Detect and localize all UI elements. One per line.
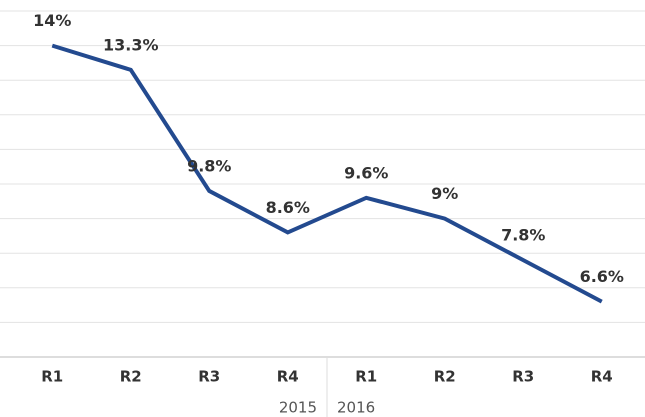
data-label: 9.8% [187,156,231,175]
data-label: 14% [33,11,71,30]
x-tick-label: R3 [512,368,534,386]
line [51,43,603,304]
x-tick-label: R2 [120,368,142,386]
data-label: 6.6% [580,267,624,286]
x-tick-label: R4 [277,368,299,386]
data-label: 9.6% [344,163,388,182]
x-tick-label: R3 [198,368,220,386]
group-label: 2016 [337,399,375,417]
x-tick-label: R1 [355,368,377,386]
group-label: 2015 [279,399,317,417]
data-label: 7.8% [501,226,545,245]
data-label: 13.3% [103,35,159,54]
x-tick-label: R1 [41,368,63,386]
x-tick-label: R4 [591,368,613,386]
data-label: 9% [431,184,458,203]
x-tick-label: R2 [434,368,456,386]
data-label: 8.6% [266,198,310,217]
